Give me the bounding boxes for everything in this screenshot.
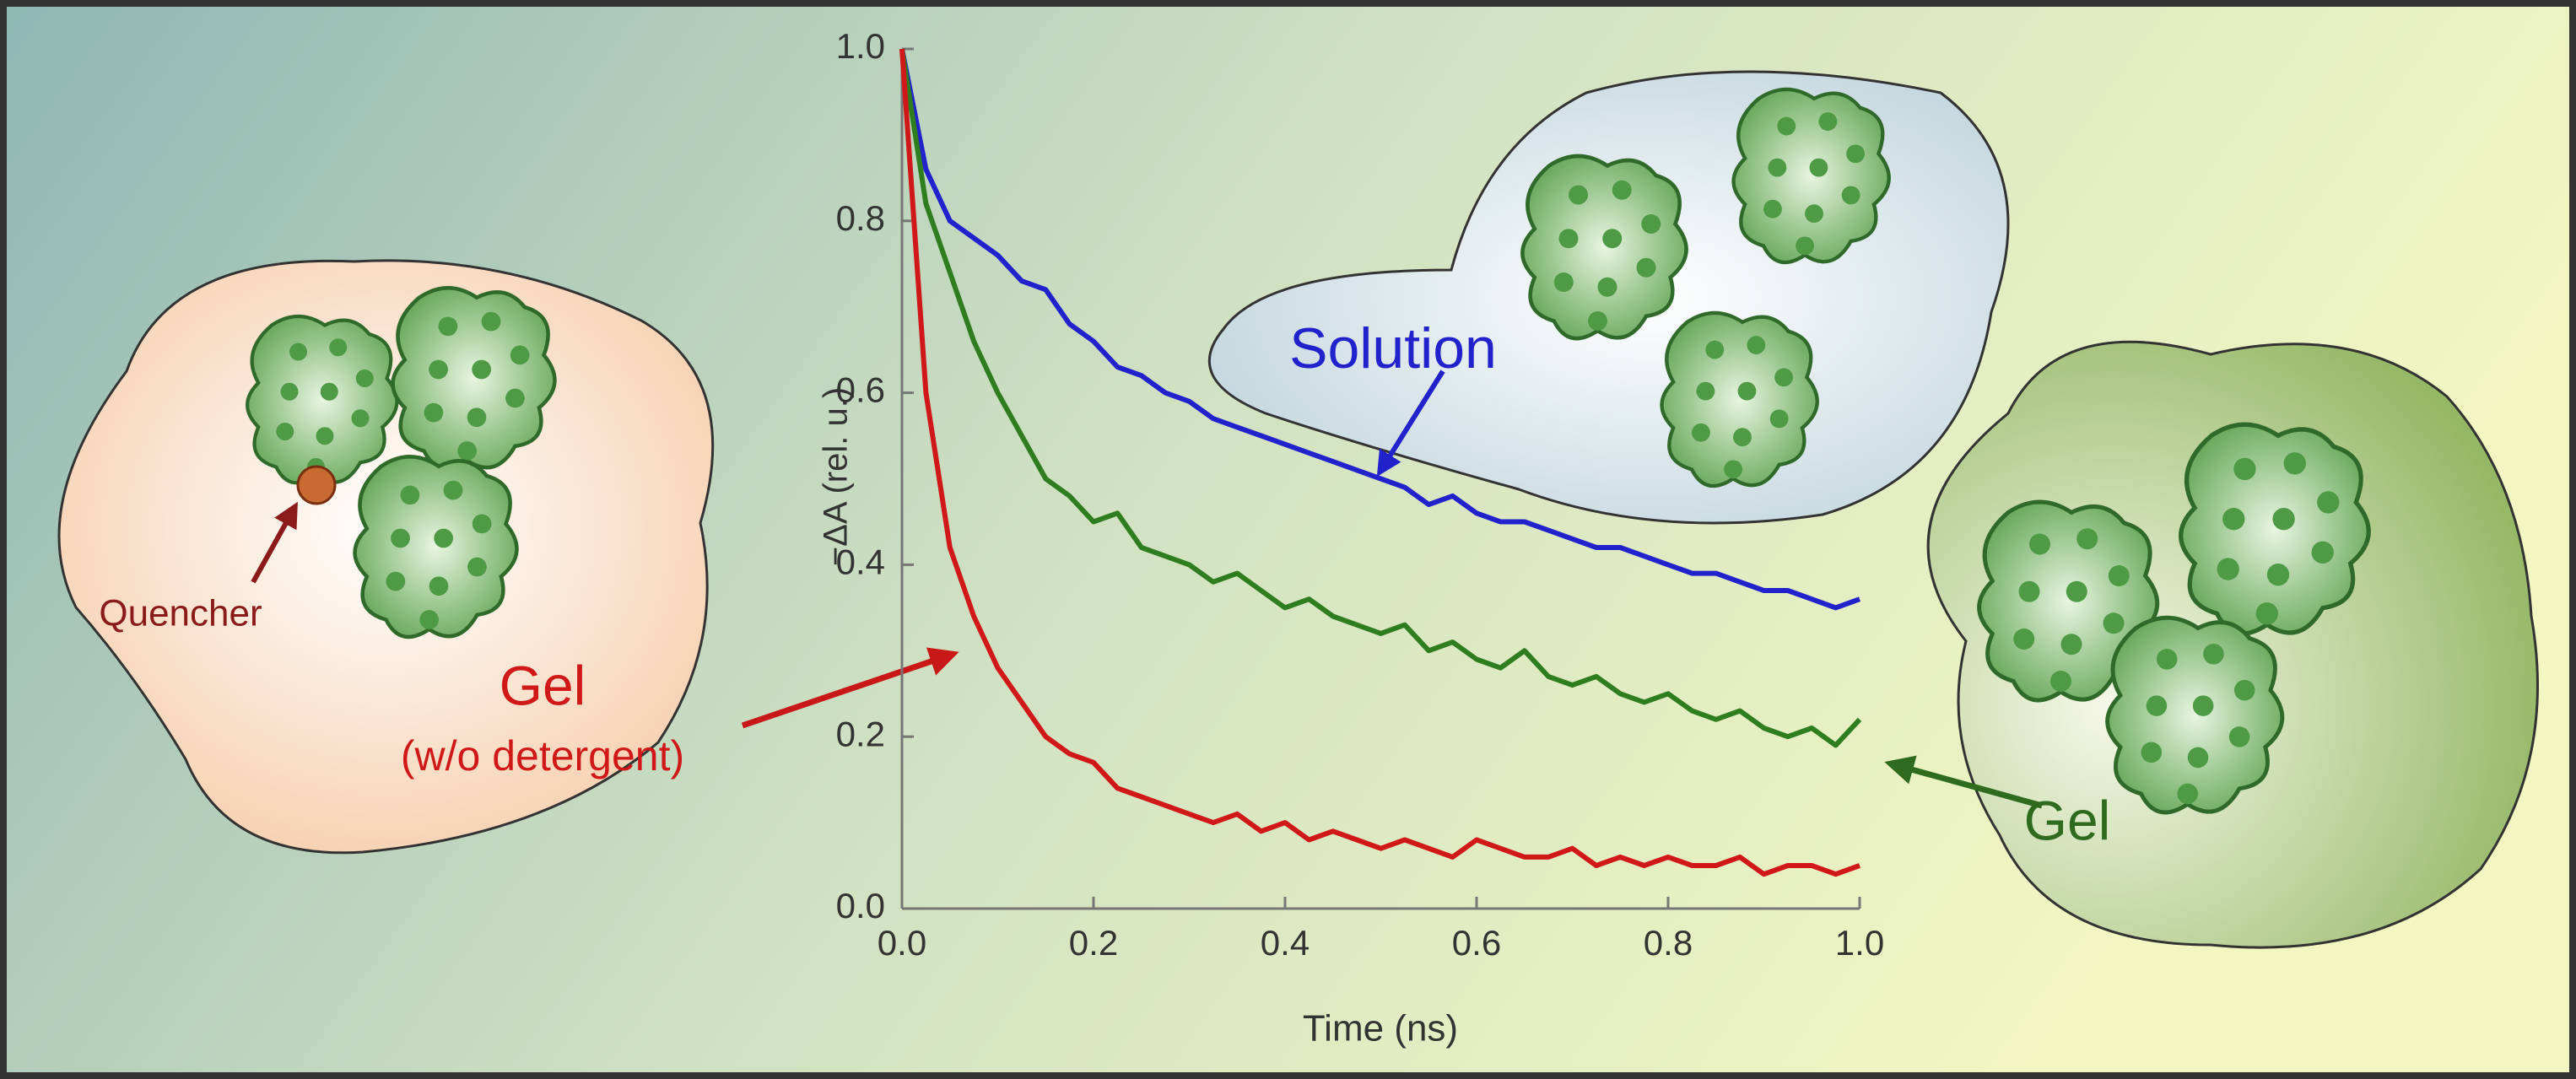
- x-tick-label: 0.2: [1069, 923, 1118, 963]
- x-axis-label: Time (ns): [1303, 1008, 1458, 1049]
- y-tick-label: 1.0: [836, 26, 885, 66]
- series-line: [899, 48, 1861, 877]
- y-tick-label: 0.0: [836, 886, 885, 925]
- arrow: [1376, 370, 1445, 477]
- protein: [2108, 618, 2282, 812]
- arrow: [251, 501, 298, 584]
- series-line: [899, 48, 1861, 611]
- protein: [247, 316, 397, 483]
- y-tick-label: 0.4: [836, 542, 885, 581]
- annotation: Gel: [2024, 789, 2111, 851]
- annotation: Solution: [1289, 316, 1497, 380]
- x-tick-label: 0.0: [878, 923, 926, 963]
- y-tick-label: 0.8: [836, 198, 885, 238]
- x-tick-label: 1.0: [1835, 923, 1884, 963]
- protein: [2181, 424, 2369, 634]
- protein: [1662, 313, 1817, 486]
- protein: [355, 456, 517, 637]
- y-tick-label: 0.2: [836, 714, 885, 753]
- y-tick-label: 0.6: [836, 370, 885, 410]
- annotation: Quencher: [99, 593, 262, 634]
- annotation: Gel: [500, 654, 586, 716]
- x-tick-label: 0.6: [1452, 923, 1501, 963]
- series-line: [899, 48, 1862, 748]
- annotation: (w/o detergent): [401, 732, 684, 780]
- arrow: [741, 647, 959, 729]
- x-tick-label: 0.8: [1644, 923, 1693, 963]
- plot: Time (ns) −ΔA (rel. u.) 0.0 0.2 0.4 0.6 0.8 1…: [818, 26, 1885, 1049]
- protein: [393, 288, 555, 468]
- y-axis-label: −ΔA (rel. u.): [818, 387, 855, 566]
- quencher: [296, 465, 337, 505]
- arrow: [1884, 755, 2043, 809]
- protein: [1522, 156, 1686, 338]
- protein: [1734, 89, 1889, 262]
- x-tick-label: 0.4: [1261, 923, 1310, 963]
